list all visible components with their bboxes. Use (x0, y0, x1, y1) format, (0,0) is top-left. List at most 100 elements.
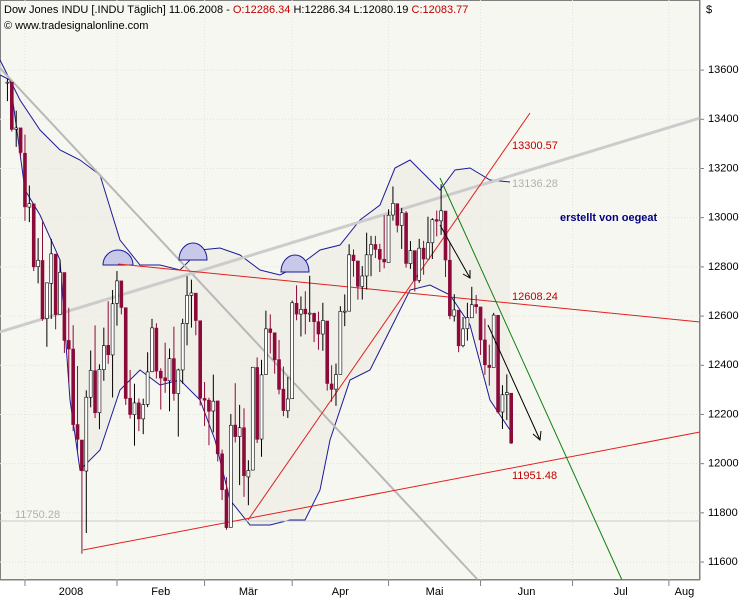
candle-body (106, 345, 110, 355)
candle-body (342, 310, 347, 313)
candle-body (264, 328, 268, 375)
candle-body (408, 250, 413, 264)
candle-body (290, 302, 294, 400)
x-tick-label: Jun (518, 586, 536, 598)
candle-body (66, 340, 71, 350)
candle-body (18, 127, 23, 153)
candle-body (58, 271, 62, 315)
trend-line (82, 431, 701, 551)
candle-body (465, 317, 470, 329)
arrow (439, 224, 471, 279)
y-tick-label: 11600 (708, 556, 738, 568)
candle-body (176, 369, 181, 394)
candle-body (202, 398, 207, 401)
candle-body (145, 371, 150, 405)
y-tick-label: 12200 (708, 408, 739, 420)
candle-body (242, 427, 246, 477)
arc-marker (102, 249, 134, 266)
arrow-head (532, 430, 542, 441)
candle-body (347, 254, 351, 312)
candle-body (84, 396, 89, 472)
candle-body (382, 258, 386, 263)
annotation: 12608.24 (512, 291, 558, 303)
candle-body (505, 392, 509, 395)
candle-body (272, 332, 277, 361)
candle-body (80, 439, 84, 472)
y-tick-label: 13000 (708, 212, 739, 224)
x-tick-label: Apr (332, 586, 349, 598)
candle-body (509, 392, 514, 444)
trend-line (439, 177, 623, 581)
candle-body (27, 203, 32, 208)
candle-body (14, 127, 19, 130)
close-label: C:12083.77 (412, 4, 469, 16)
candle-body (474, 304, 478, 308)
candle-body (180, 323, 185, 371)
candles (5, 78, 514, 554)
candle-body (356, 260, 360, 287)
candle-body (128, 397, 132, 415)
candle-body (303, 308, 308, 315)
candle-body (312, 313, 316, 323)
candle-body (215, 400, 220, 455)
candle-body (237, 427, 242, 437)
candle-body (137, 402, 141, 420)
candle-body (334, 374, 338, 390)
y-tick-label: 11800 (708, 507, 738, 519)
trend-line (117, 263, 701, 323)
candle-body (299, 309, 303, 315)
candle-body (369, 244, 373, 256)
arc-marker (280, 254, 310, 273)
candle-body (154, 327, 159, 372)
candle-body (487, 364, 492, 368)
arrows (439, 224, 542, 441)
candle-body (97, 369, 102, 414)
candle-body (62, 272, 67, 341)
candle-body (469, 304, 474, 319)
trend-line (247, 112, 531, 521)
candle-body (316, 321, 321, 335)
candle-body (430, 219, 435, 244)
candle-body (233, 424, 238, 437)
candle-body (373, 244, 378, 250)
candle-body (364, 254, 369, 277)
annotation: 13136.28 (512, 178, 558, 190)
candle-body (483, 339, 487, 366)
candle-body (325, 320, 330, 384)
candle-body (189, 292, 194, 296)
candle-body (413, 250, 417, 281)
candle-body (132, 402, 137, 416)
candle-body (491, 314, 496, 368)
candle-body (268, 328, 273, 333)
y-unit: $ (706, 4, 712, 16)
candle-body (329, 383, 334, 390)
candle-body (439, 210, 443, 222)
candle-body (338, 311, 343, 375)
candle-body (150, 327, 154, 372)
candle-body (448, 259, 452, 317)
candle-body (377, 249, 382, 260)
candle-body (141, 404, 146, 420)
candle-body (93, 370, 97, 414)
candle-body (255, 367, 259, 440)
candle-body (281, 388, 286, 411)
chart-title: Dow Jones INDU [.INDU Täglich] 11.06.200… (4, 4, 468, 16)
candle-body (5, 81, 10, 84)
candle-body (194, 292, 198, 321)
bollinger-fill (0, 60, 510, 525)
candle-body (167, 358, 172, 382)
candle-body (399, 212, 404, 226)
candle-body (75, 424, 80, 440)
hl-label: H:12286.34 L:12080.19 (293, 4, 408, 16)
candle-body (452, 309, 457, 317)
candle-body (88, 370, 93, 398)
annotation: erstellt von oegeat (560, 212, 658, 224)
candle-body (259, 374, 264, 440)
candle-body (434, 219, 439, 222)
candle-body (321, 320, 325, 335)
candle-body (386, 214, 391, 263)
y-tick-label: 12400 (708, 359, 739, 371)
axes: 11600 11800 12000 12200 12400 12600 12800 13000… (24, 64, 739, 598)
candle-body (211, 400, 216, 412)
candle-body (119, 280, 124, 308)
